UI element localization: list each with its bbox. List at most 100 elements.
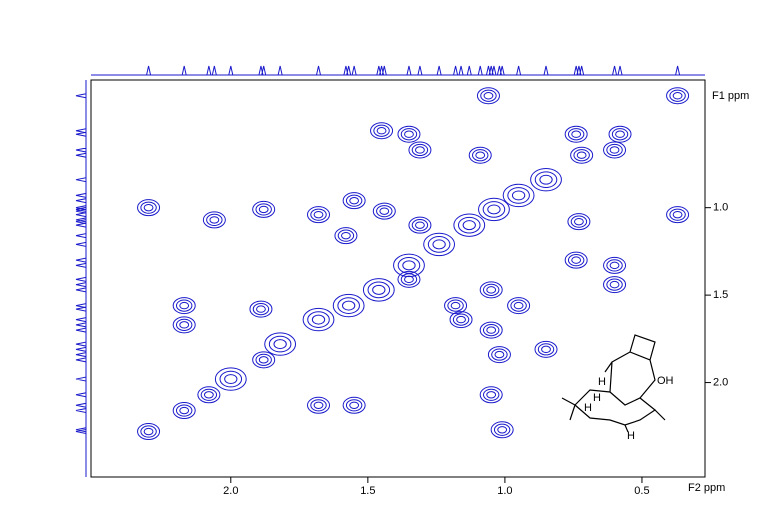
peak	[564, 125, 588, 143]
contour-ring	[482, 283, 500, 296]
contour-ring	[483, 92, 494, 100]
contour-ring	[472, 149, 489, 162]
peak	[603, 141, 627, 159]
x-tick-label: 1.0	[497, 485, 512, 497]
contour-ring	[341, 231, 351, 240]
contour-ring	[273, 339, 287, 350]
peak	[252, 200, 276, 218]
contour-ring	[457, 216, 481, 234]
contour-ring	[487, 204, 501, 215]
contour-ring	[502, 183, 535, 208]
contour-ring	[214, 367, 247, 391]
contour-ring	[411, 219, 429, 232]
peak	[172, 402, 196, 420]
structure-label: H	[584, 402, 592, 414]
contour-ring	[345, 194, 363, 207]
contour-ring	[313, 210, 324, 219]
peak	[252, 351, 276, 369]
contour-ring	[200, 388, 218, 401]
contour-ring	[342, 192, 366, 210]
contour-ring	[332, 293, 365, 318]
contour-ring	[479, 321, 503, 339]
contour-ring	[482, 201, 506, 218]
contour-ring	[507, 187, 530, 204]
cage-bonds	[604, 334, 656, 399]
structure	[561, 334, 666, 433]
contour-ring	[140, 201, 157, 214]
peak	[490, 421, 514, 439]
contour-ring	[379, 207, 390, 215]
contour-ring	[137, 199, 161, 217]
peak	[137, 423, 161, 441]
contour-ring	[397, 257, 421, 274]
contour-ring	[452, 313, 470, 326]
peak	[608, 125, 632, 143]
peak	[534, 340, 558, 358]
contour-ring	[567, 213, 591, 231]
contour-ring	[570, 215, 588, 228]
contour-ring	[571, 256, 582, 264]
peak	[342, 396, 366, 414]
contour-ring	[249, 300, 273, 318]
contour-ring	[511, 190, 526, 201]
peak	[666, 206, 690, 224]
contour-ring	[444, 297, 468, 315]
contour-ring	[482, 388, 500, 401]
peak	[408, 216, 432, 234]
contour-ring	[313, 401, 324, 409]
peak	[444, 297, 468, 315]
contour-ring	[415, 221, 425, 229]
contour-ring	[606, 259, 623, 272]
contour-ring	[510, 299, 527, 312]
contour-ring	[513, 301, 524, 310]
contour-ring	[342, 396, 366, 414]
contour-ring	[179, 321, 190, 329]
peak	[408, 141, 432, 159]
contour-ring	[140, 425, 157, 438]
contour-ring	[311, 314, 326, 325]
contour-ring	[172, 402, 196, 420]
x-axis-label: F2 ppm	[688, 482, 725, 494]
peak	[302, 307, 335, 332]
peak	[172, 316, 196, 334]
contour-ring	[202, 211, 226, 229]
contour-ring	[397, 270, 421, 288]
y-tick-label: 1.0	[713, 202, 728, 214]
contour-ring	[447, 299, 464, 312]
contour-ring	[179, 406, 190, 415]
peak	[264, 332, 297, 356]
contour-ring	[402, 260, 416, 271]
y-axis-label: F1 ppm	[712, 90, 749, 102]
contour-ring	[337, 297, 360, 314]
peak	[249, 300, 273, 318]
peak	[453, 213, 486, 237]
contour-ring	[255, 353, 272, 366]
contour-ring	[372, 202, 396, 220]
contour-ring	[487, 346, 511, 364]
peak	[370, 122, 394, 140]
contour-ring	[534, 340, 558, 358]
contour-ring	[493, 423, 511, 436]
peak	[342, 192, 366, 210]
contour-ring	[570, 146, 594, 164]
contour-ring	[427, 236, 451, 253]
contour-ring	[373, 124, 390, 137]
peak	[666, 87, 690, 105]
left-projection	[75, 80, 87, 477]
peak	[487, 346, 511, 364]
x-tick-label: 2.0	[223, 485, 238, 497]
contour-ring	[337, 229, 355, 242]
contour-ring	[334, 227, 358, 245]
peak	[468, 146, 492, 164]
contour-ring	[530, 167, 562, 192]
peak	[307, 206, 331, 224]
contour-ring	[475, 151, 486, 159]
contour-ring	[404, 275, 414, 284]
contour-ring	[507, 297, 531, 315]
contour-ring	[203, 391, 214, 399]
contour-ring	[603, 141, 627, 159]
contour-ring	[564, 125, 588, 143]
contour-ring	[669, 89, 686, 102]
contour-ring	[564, 251, 588, 269]
contour-ring	[349, 196, 360, 205]
